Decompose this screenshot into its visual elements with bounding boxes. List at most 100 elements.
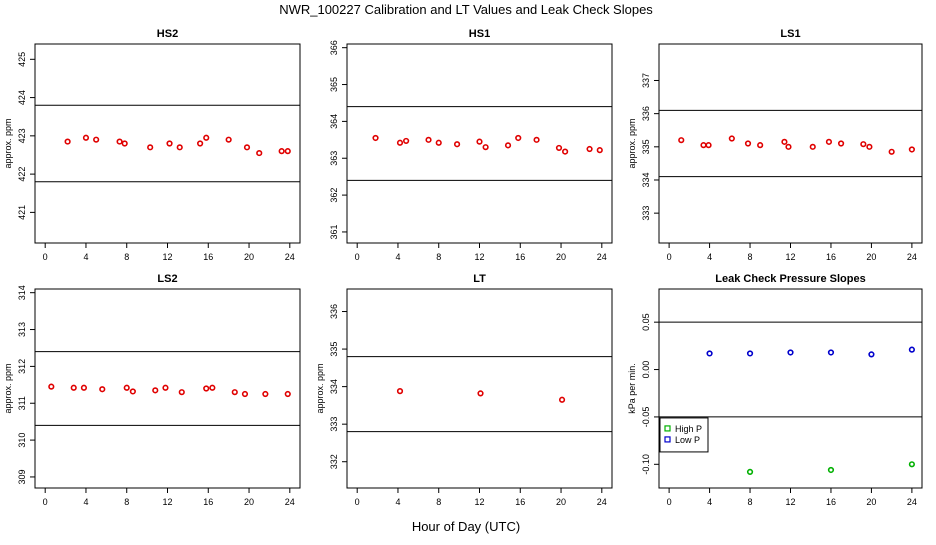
legend-label: High P (675, 424, 702, 434)
data-point (256, 149, 263, 157)
data-point (781, 138, 788, 145)
data-point (64, 138, 71, 145)
data-point (908, 346, 915, 353)
y-tick-label: -0.05 (641, 407, 651, 428)
y-tick-label: 311 (17, 396, 27, 410)
x-tick-label: 20 (244, 252, 254, 262)
y-tick-label: 364 (329, 114, 339, 129)
y-tick-label: 335 (641, 139, 651, 154)
y-axis-label: approx. ppm (3, 118, 13, 168)
data-point (203, 385, 210, 392)
x-tick-label: 16 (826, 252, 836, 262)
data-point (176, 144, 183, 151)
data-point (243, 144, 251, 151)
panel-title: Leak Check Pressure Slopes (715, 273, 865, 285)
data-point (178, 389, 185, 396)
data-point (868, 351, 875, 358)
data-point (284, 148, 291, 155)
panel-title: LT (473, 273, 486, 285)
y-axis-label: approx. ppm (315, 363, 325, 413)
data-point (809, 143, 816, 150)
y-tick-label: 333 (641, 206, 651, 221)
y-tick-label: 313 (17, 322, 27, 337)
data-point (403, 137, 410, 145)
x-tick-label: 0 (667, 252, 672, 262)
data-point (197, 140, 204, 147)
x-tick-label: 16 (826, 497, 836, 507)
x-tick-label: 4 (395, 497, 400, 507)
data-point (278, 148, 285, 155)
data-point (533, 136, 540, 143)
y-tick-label: 422 (17, 167, 27, 182)
data-point (908, 461, 915, 468)
data-point (162, 384, 169, 391)
y-tick-label: 334 (329, 379, 339, 394)
data-point (596, 147, 603, 154)
panel-1: HS2 0 4 8 12 16 20 24 421 422 423 424 425 approx. ppm (3, 28, 301, 262)
y-tick-label: -0.10 (641, 454, 651, 475)
data-point (586, 145, 593, 153)
data-point (396, 388, 404, 395)
data-point (482, 144, 489, 151)
data-point (453, 141, 461, 148)
data-point (225, 136, 232, 143)
data-point (706, 350, 713, 357)
y-tick-label: 365 (329, 77, 339, 92)
panel-title: HS1 (469, 28, 490, 40)
data-point (504, 142, 512, 149)
data-point (396, 139, 404, 146)
y-tick-label: 335 (329, 342, 339, 357)
data-point (744, 140, 752, 147)
x-axis-label: Hour of Day (UTC) (412, 519, 520, 534)
x-tick-label: 8 (436, 252, 441, 262)
plot-frame (658, 288, 923, 489)
y-tick-label: 362 (329, 188, 339, 203)
x-tick-label: 4 (395, 252, 400, 262)
y-tick-label: 425 (17, 52, 27, 67)
x-tick-label: 4 (707, 497, 712, 507)
data-point (121, 140, 128, 147)
x-tick-label: 20 (556, 497, 566, 507)
y-tick-label: 333 (329, 417, 339, 432)
plot-frame (658, 43, 923, 244)
y-tick-label: 366 (329, 40, 339, 55)
x-tick-label: 20 (866, 497, 876, 507)
y-tick-label: 0.00 (641, 361, 651, 379)
x-tick-label: 4 (83, 497, 88, 507)
data-point (746, 350, 754, 357)
x-tick-label: 16 (203, 497, 213, 507)
panel-6: Leak Check Pressure Slopes 0 4 8 12 16 20 24 -0.… (627, 273, 923, 507)
data-point (705, 142, 712, 149)
x-tick-label: 0 (667, 497, 672, 507)
y-tick-label: 423 (17, 128, 27, 143)
y-axis-label: approx. ppm (3, 363, 13, 413)
y-axis-label: approx. ppm (627, 118, 637, 168)
x-tick-label: 12 (162, 497, 172, 507)
legend-box (659, 417, 709, 453)
data-point (558, 396, 566, 403)
data-point (93, 136, 100, 143)
data-point (70, 384, 77, 391)
data-point (476, 138, 483, 145)
data-point (209, 384, 216, 391)
y-tick-label: 361 (329, 224, 339, 239)
data-point (372, 134, 379, 142)
y-tick-label: 310 (17, 433, 27, 448)
data-point (147, 144, 154, 151)
data-point (123, 384, 130, 391)
data-point (888, 148, 895, 155)
data-point (827, 466, 835, 474)
data-point (99, 386, 106, 393)
y-tick-label: 309 (17, 469, 27, 484)
data-point (785, 143, 792, 150)
data-point (48, 383, 55, 390)
x-tick-label: 20 (244, 497, 254, 507)
x-tick-label: 24 (285, 497, 295, 507)
figure-title: NWR_100227 Calibration and LT Values and… (279, 2, 653, 17)
y-tick-label: 336 (641, 106, 651, 121)
legend-marker (664, 436, 671, 443)
x-tick-label: 24 (597, 252, 607, 262)
y-tick-label: 336 (329, 304, 339, 319)
data-point (787, 349, 794, 356)
